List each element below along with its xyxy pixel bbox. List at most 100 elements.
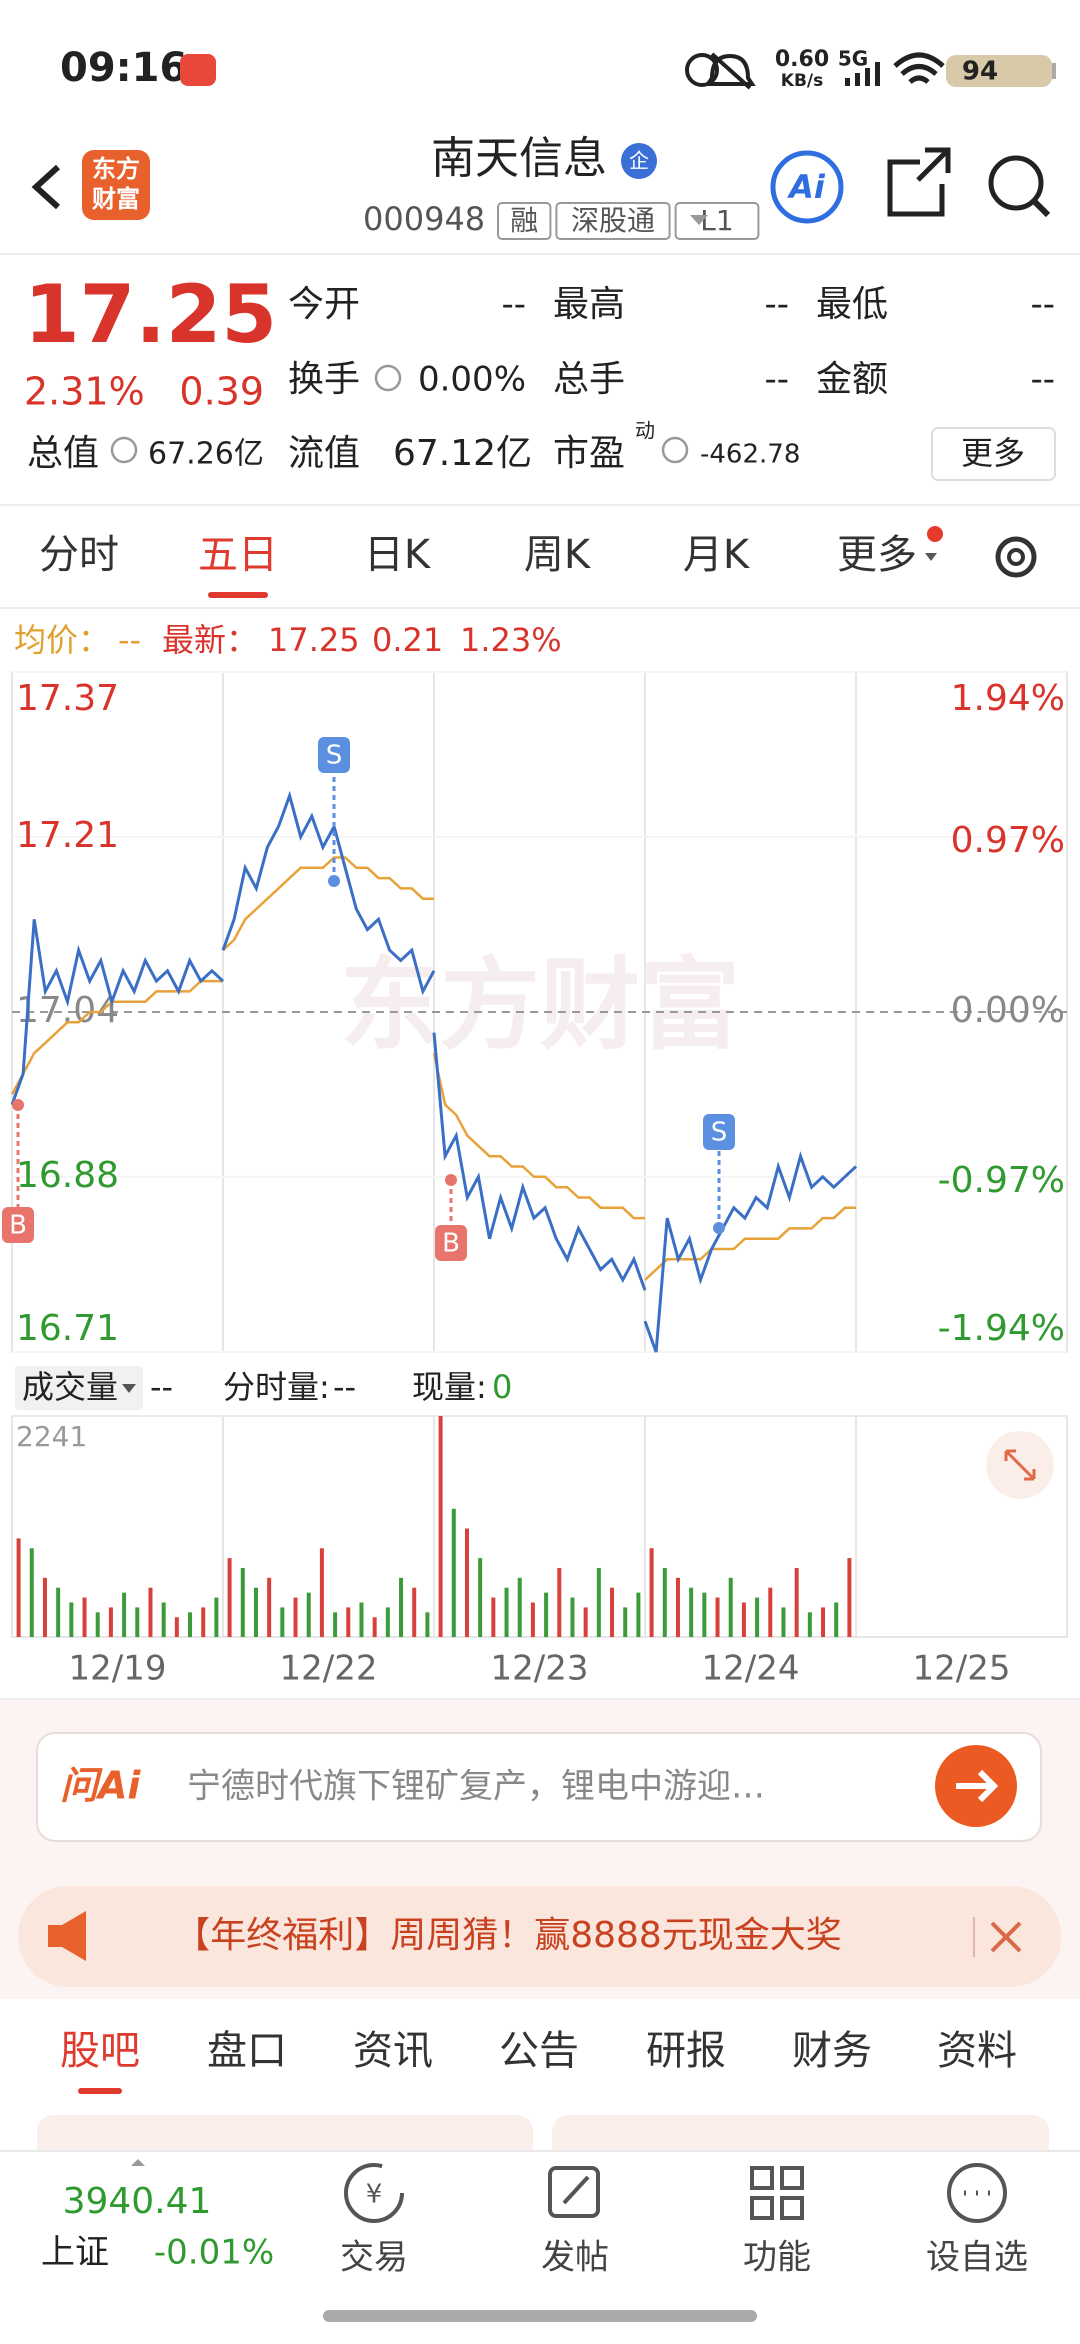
section-tab[interactable]: 股吧 xyxy=(60,2028,140,2074)
close-banner[interactable] xyxy=(990,1921,1022,1953)
nav-item[interactable]: 交易 xyxy=(340,2238,408,2278)
section-tab[interactable]: 公告 xyxy=(499,2028,579,2074)
volume-bar xyxy=(689,1587,694,1637)
avg-label: 均价： xyxy=(14,621,110,659)
volume-bar xyxy=(755,1597,760,1637)
info-icon[interactable] xyxy=(110,436,138,464)
market-cap-value: 67.26亿 xyxy=(148,437,264,472)
expand-icon xyxy=(1004,1449,1036,1481)
stock-name: 南天信息 xyxy=(431,133,607,184)
section-tabs: 股吧 盘口 资讯 公告 研报 财务 资料 xyxy=(0,1999,1080,2115)
field-label: 最高 xyxy=(553,284,625,325)
ai-button[interactable] xyxy=(770,150,844,224)
field-label: 最低 xyxy=(816,284,888,325)
chart-tab[interactable]: 月K xyxy=(683,532,751,578)
volume-bar xyxy=(544,1592,549,1637)
volume-bar xyxy=(530,1602,535,1637)
active-tab-indicator xyxy=(208,592,268,598)
trade-point xyxy=(445,1174,457,1186)
market-cap-label: 总值 xyxy=(27,433,99,474)
volume-bar xyxy=(16,1538,21,1637)
app-logo xyxy=(82,150,150,220)
network-type: 5G xyxy=(838,47,868,71)
tag: 融 xyxy=(510,204,538,237)
volume-bar xyxy=(214,1597,219,1637)
latest-change: 0.21 xyxy=(372,621,443,659)
volume-selector[interactable] xyxy=(15,1366,143,1410)
chart-tab[interactable]: 分时 xyxy=(39,532,119,578)
index-value[interactable]: 3940.41 xyxy=(63,2181,212,2222)
search-button[interactable] xyxy=(988,155,1044,211)
section-tab[interactable]: 盘口 xyxy=(207,2028,287,2074)
volume-bar xyxy=(649,1548,654,1637)
volume-bar xyxy=(662,1567,667,1637)
average-line xyxy=(10,979,223,1095)
section-tab[interactable]: 财务 xyxy=(792,2028,872,2074)
trade-badge-label: B xyxy=(442,1229,460,1259)
promo-banner[interactable] xyxy=(18,1886,1061,1987)
volume-bar xyxy=(794,1567,799,1637)
volume-bar xyxy=(728,1577,733,1637)
trade-point xyxy=(328,875,340,887)
volume-bar xyxy=(504,1587,509,1637)
chart-tab[interactable]: 更多 xyxy=(837,532,917,578)
app-notification-icon xyxy=(180,54,216,86)
nav-item[interactable]: 设自选 xyxy=(926,2238,1028,2278)
float-cap-label: 流值 xyxy=(288,433,360,474)
section-tab[interactable]: 研报 xyxy=(646,2028,726,2074)
volume-selector-label: 成交量 xyxy=(22,1368,118,1406)
share-button[interactable] xyxy=(887,147,951,217)
period-volume-label: 分时量: xyxy=(223,1368,330,1406)
wifi-icon xyxy=(893,52,945,84)
section-tab[interactable]: 资讯 xyxy=(353,2028,433,2074)
y-tick-label: 2241 xyxy=(16,1420,87,1453)
nav-item[interactable]: 功能 xyxy=(743,2238,811,2278)
volume-bar xyxy=(821,1607,826,1637)
volume-bar xyxy=(807,1612,812,1637)
arrow-icon xyxy=(956,1769,999,1803)
index-name: 上证 xyxy=(41,2233,109,2273)
price-line xyxy=(432,1032,647,1291)
home-indicator xyxy=(323,2310,757,2322)
field-label: 换手 xyxy=(288,359,360,400)
volume-bar xyxy=(148,1587,153,1637)
stock-code: 000948 xyxy=(363,200,485,238)
volume-bar xyxy=(412,1587,417,1637)
field-value: -- xyxy=(1030,360,1055,400)
battery xyxy=(946,55,1052,87)
info-icon[interactable] xyxy=(374,364,402,392)
back-button[interactable] xyxy=(31,164,61,210)
current-volume-label: 现量: xyxy=(412,1368,487,1406)
chart-tab[interactable]: 日K xyxy=(364,532,432,578)
tabs-background xyxy=(0,1999,1080,2115)
trade-point xyxy=(12,1099,24,1111)
info-icon[interactable] xyxy=(661,436,689,464)
chart-tab[interactable]: 五日 xyxy=(198,532,278,578)
net-speed-unit: KB/s xyxy=(781,71,823,91)
dropdown-caret[interactable] xyxy=(690,215,708,225)
dropdown-caret xyxy=(122,1384,136,1393)
logo-text: 东方 xyxy=(92,155,140,183)
ask-ai-box[interactable] xyxy=(36,1732,1042,1842)
section-tab[interactable]: 资料 xyxy=(937,2028,1017,2074)
badge: 企 xyxy=(629,149,649,173)
volume-bar xyxy=(319,1548,324,1637)
search-handle xyxy=(1031,198,1051,218)
watermark: 东方财富 xyxy=(340,946,740,1063)
y-tick-label: 16.88 xyxy=(16,1155,119,1196)
settings-button[interactable] xyxy=(995,536,1037,578)
expand-caret[interactable] xyxy=(131,2159,145,2166)
volume-bar xyxy=(623,1607,628,1637)
volume-bar xyxy=(56,1587,61,1637)
change-amount: 0.39 xyxy=(179,370,264,414)
volume-chart: 2241 12/19 12/22 12/23 12/24 12/25 xyxy=(11,1415,1068,1689)
net-speed: 0.60 xyxy=(775,47,829,72)
nav-item[interactable]: 发帖 xyxy=(541,2238,609,2278)
volume-bar xyxy=(610,1587,615,1637)
trade-icon xyxy=(344,2163,404,2223)
more-button[interactable] xyxy=(931,427,1056,481)
field-value: -- xyxy=(764,285,789,325)
chart-tab[interactable]: 周K xyxy=(524,532,592,578)
field-value: -- xyxy=(764,360,789,400)
volume-bar xyxy=(201,1607,206,1637)
